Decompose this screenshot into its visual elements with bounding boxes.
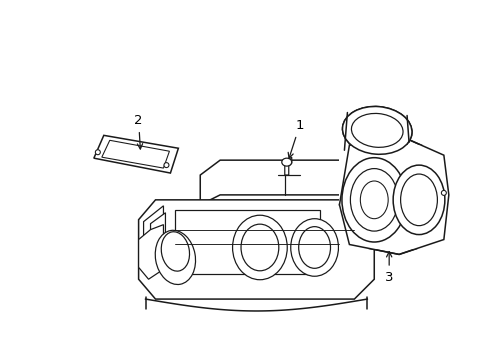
Polygon shape [150,213,165,260]
Ellipse shape [360,181,387,219]
Ellipse shape [360,181,387,219]
Ellipse shape [350,168,397,231]
Ellipse shape [356,197,361,202]
Ellipse shape [400,174,436,226]
Ellipse shape [400,174,436,226]
Text: 1: 1 [287,119,304,158]
Polygon shape [339,135,448,255]
Ellipse shape [441,190,446,195]
Ellipse shape [298,227,330,268]
Polygon shape [94,135,178,173]
Text: 3: 3 [384,252,393,284]
Ellipse shape [342,107,411,154]
Polygon shape [200,160,359,205]
Ellipse shape [290,219,338,276]
Ellipse shape [281,158,291,166]
Ellipse shape [341,158,406,242]
Ellipse shape [341,158,406,242]
Bar [339,145,453,249]
Polygon shape [138,200,373,299]
Ellipse shape [161,232,189,271]
Ellipse shape [350,168,397,231]
Polygon shape [175,210,319,274]
Polygon shape [138,225,163,279]
Text: 2: 2 [134,114,142,149]
Ellipse shape [392,165,444,235]
Ellipse shape [392,165,444,235]
Ellipse shape [361,120,392,140]
Polygon shape [284,157,291,175]
Ellipse shape [155,230,195,284]
Ellipse shape [342,107,411,154]
Ellipse shape [232,215,286,280]
Ellipse shape [351,113,402,147]
Ellipse shape [163,163,168,168]
Ellipse shape [351,113,402,147]
Ellipse shape [95,150,100,155]
Ellipse shape [241,224,278,271]
Polygon shape [102,140,169,168]
Polygon shape [143,206,163,255]
Polygon shape [349,185,373,220]
